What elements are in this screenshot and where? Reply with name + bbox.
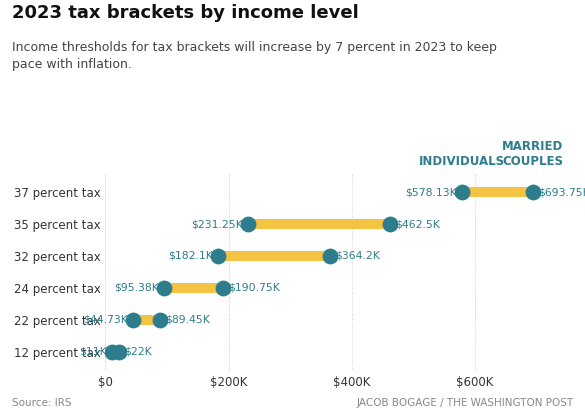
Bar: [248, 219, 390, 229]
Point: [128, 316, 137, 323]
Bar: [112, 346, 119, 357]
Point: [386, 221, 395, 227]
Point: [159, 285, 168, 291]
Point: [218, 285, 228, 291]
Point: [108, 349, 117, 355]
Text: MARRIED
COUPLES: MARRIED COUPLES: [502, 140, 563, 168]
Text: $693.75K: $693.75K: [538, 187, 585, 197]
Text: INDIVIDUALS: INDIVIDUALS: [418, 155, 505, 168]
Text: JACOB BOGAGE / THE WASHINGTON POST: JACOB BOGAGE / THE WASHINGTON POST: [356, 398, 573, 408]
Text: 2023 tax brackets by income level: 2023 tax brackets by income level: [12, 4, 359, 22]
Bar: [462, 187, 533, 197]
Text: Income thresholds for tax brackets will increase by 7 percent in 2023 to keep
pa: Income thresholds for tax brackets will …: [12, 41, 497, 71]
Text: $364.2K: $364.2K: [335, 251, 380, 261]
Text: $11K: $11K: [80, 346, 107, 357]
Text: $44.73K: $44.73K: [83, 315, 128, 325]
Point: [243, 221, 253, 227]
Point: [457, 189, 466, 195]
Bar: [218, 251, 330, 261]
Point: [156, 316, 165, 323]
Text: Source: IRS: Source: IRS: [12, 398, 71, 408]
Point: [213, 253, 222, 259]
Text: $95.38K: $95.38K: [114, 283, 159, 293]
Text: $190.75K: $190.75K: [228, 283, 280, 293]
Point: [528, 189, 538, 195]
Bar: [133, 315, 160, 325]
Text: $182.1K: $182.1K: [168, 251, 212, 261]
Text: $231.25K: $231.25K: [191, 219, 243, 229]
Text: $578.13K: $578.13K: [405, 187, 457, 197]
Point: [114, 349, 123, 355]
Point: [325, 253, 335, 259]
Bar: [164, 283, 223, 293]
Text: $89.45K: $89.45K: [166, 315, 210, 325]
Text: $462.5K: $462.5K: [395, 219, 440, 229]
Text: $22K: $22K: [124, 346, 152, 357]
